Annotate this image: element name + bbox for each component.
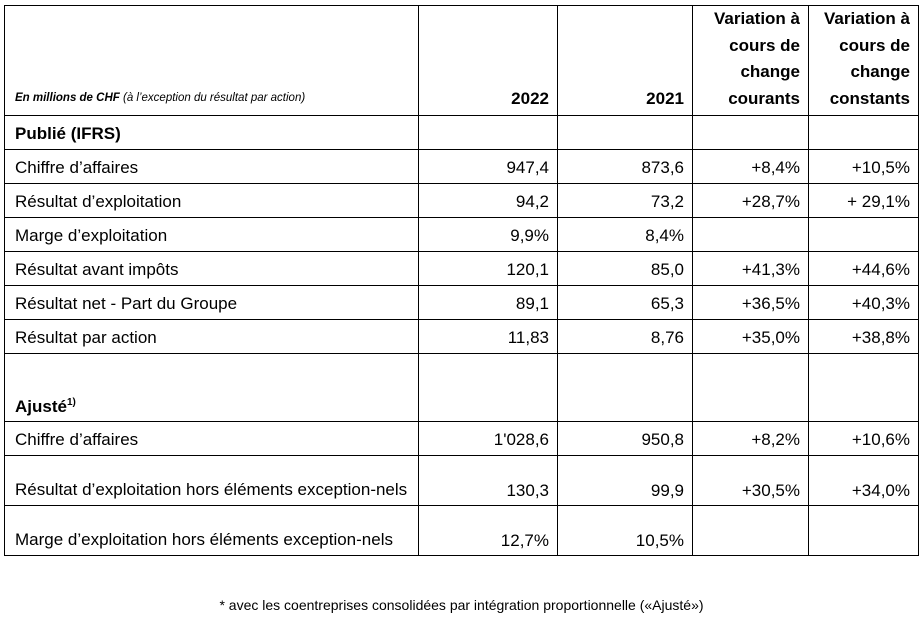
row-label: Chiffre d’affaires xyxy=(4,149,419,184)
table-row: Résultat avant impôts 120,1 85,0 +41,3% … xyxy=(4,251,919,286)
var-courants: +36,5% xyxy=(692,285,809,320)
value-2022: 130,3 xyxy=(418,455,558,506)
value-2021: 65,3 xyxy=(557,285,693,320)
row-label: Chiffre d’affaires xyxy=(4,421,419,456)
var-courants: +30,5% xyxy=(692,455,809,506)
value-2022: 1'028,6 xyxy=(418,421,558,456)
value-2021: 73,2 xyxy=(557,183,693,218)
row-label: Résultat avant impôts xyxy=(4,251,419,286)
table-row: Résultat d’exploitation hors éléments ex… xyxy=(4,455,919,506)
table-row: Marge d’exploitation hors éléments excep… xyxy=(4,505,919,556)
table-row: Marge d’exploitation 9,9% 8,4% xyxy=(4,217,919,252)
results-table: En millions de CHF (à l’exception du rés… xyxy=(4,5,919,556)
value-2021: 8,4% xyxy=(557,217,693,252)
var-constants: +10,6% xyxy=(808,421,919,456)
value-2021: 873,6 xyxy=(557,149,693,184)
footnote-marker: 1) xyxy=(66,397,76,408)
var-constants: +40,3% xyxy=(808,285,919,320)
table-row: Résultat net - Part du Groupe 89,1 65,3 … xyxy=(4,285,919,320)
units-label: En millions de CHF (à l’exception du rés… xyxy=(4,5,419,116)
value-2021: 99,9 xyxy=(557,455,693,506)
footnote: * avec les coentreprises consolidées par… xyxy=(219,597,704,613)
section-title: Ajusté1) xyxy=(4,353,419,422)
table-row: Chiffre d’affaires 947,4 873,6 +8,4% +10… xyxy=(4,149,919,184)
header-row: En millions de CHF (à l’exception du rés… xyxy=(4,5,919,116)
value-2022: 9,9% xyxy=(418,217,558,252)
var-constants: +10,5% xyxy=(808,149,919,184)
value-2021: 8,76 xyxy=(557,319,693,354)
value-2022: 947,4 xyxy=(418,149,558,184)
value-2022: 11,83 xyxy=(418,319,558,354)
row-label: Résultat d’exploitation xyxy=(4,183,419,218)
row-label: Marge d’exploitation hors éléments excep… xyxy=(4,505,419,556)
var-courants: +35,0% xyxy=(692,319,809,354)
row-label: Résultat d’exploitation hors éléments ex… xyxy=(4,455,419,506)
var-courants: +8,4% xyxy=(692,149,809,184)
value-2021: 950,8 xyxy=(557,421,693,456)
var-courants: +8,2% xyxy=(692,421,809,456)
value-2022: 12,7% xyxy=(418,505,558,556)
row-label: Résultat net - Part du Groupe xyxy=(4,285,419,320)
var-constants: +44,6% xyxy=(808,251,919,286)
col-header-2021: 2021 xyxy=(557,5,693,116)
var-constants xyxy=(808,217,919,252)
section-row-ifrs: Publié (IFRS) xyxy=(4,115,919,150)
var-constants: + 29,1% xyxy=(808,183,919,218)
value-2021: 85,0 xyxy=(557,251,693,286)
value-2022: 94,2 xyxy=(418,183,558,218)
table-row: Résultat d’exploitation 94,2 73,2 +28,7%… xyxy=(4,183,919,218)
value-2022: 89,1 xyxy=(418,285,558,320)
var-constants: +34,0% xyxy=(808,455,919,506)
var-courants: +41,3% xyxy=(692,251,809,286)
col-header-var-courants: Variation à cours de change courants xyxy=(692,5,809,116)
table-row: Chiffre d’affaires 1'028,6 950,8 +8,2% +… xyxy=(4,421,919,456)
var-courants xyxy=(692,505,809,556)
section-title: Publié (IFRS) xyxy=(4,115,419,150)
var-constants xyxy=(808,505,919,556)
var-constants: +38,8% xyxy=(808,319,919,354)
row-label: Résultat par action xyxy=(4,319,419,354)
row-label: Marge d’exploitation xyxy=(4,217,419,252)
var-courants: +28,7% xyxy=(692,183,809,218)
col-header-2022: 2022 xyxy=(418,5,558,116)
var-courants xyxy=(692,217,809,252)
value-2021: 10,5% xyxy=(557,505,693,556)
table-row: Résultat par action 11,83 8,76 +35,0% +3… xyxy=(4,319,919,354)
value-2022: 120,1 xyxy=(418,251,558,286)
section-row-adjusted: Ajusté1) xyxy=(4,353,919,422)
col-header-var-constants: Variation à cours de change constants xyxy=(808,5,919,116)
